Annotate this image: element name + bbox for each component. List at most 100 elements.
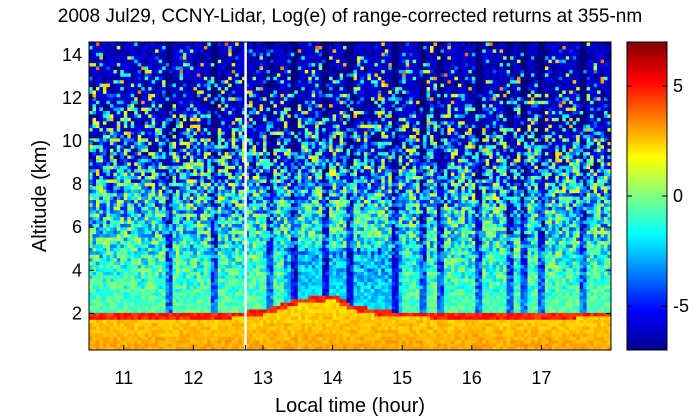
heatmap-cell — [221, 206, 225, 210]
heatmap-cell — [204, 340, 208, 344]
heatmap-cell — [173, 251, 177, 255]
heatmap-cell — [197, 227, 201, 231]
heatmap-cell — [124, 319, 128, 323]
heatmap-cell — [186, 42, 190, 46]
heatmap-cell — [221, 66, 225, 70]
heatmap-cell — [256, 193, 260, 197]
heatmap-cell — [180, 145, 184, 149]
heatmap-cell — [267, 275, 271, 279]
heatmap-cell — [249, 66, 253, 70]
heatmap-cell — [110, 312, 114, 316]
heatmap-cell — [155, 247, 159, 251]
heatmap-cell — [159, 148, 163, 152]
heatmap-cell — [249, 128, 253, 132]
heatmap-cell — [228, 189, 232, 193]
heatmap-cell — [159, 282, 163, 286]
heatmap-cell — [232, 66, 236, 70]
heatmap-cell — [138, 66, 142, 70]
heatmap-cell — [134, 114, 138, 118]
heatmap-cell — [169, 162, 173, 166]
heatmap-cell — [110, 206, 114, 210]
heatmap-cell — [273, 97, 277, 101]
heatmap-cell — [228, 299, 232, 303]
heatmap-cell — [138, 251, 142, 255]
heatmap-cell — [173, 340, 177, 344]
heatmap-cell — [260, 66, 264, 70]
heatmap-cell — [186, 158, 190, 162]
heatmap-cell — [221, 138, 225, 142]
heatmap-cell — [190, 189, 194, 193]
heatmap-cell — [273, 176, 277, 180]
heatmap-cell — [197, 114, 201, 118]
heatmap-cell — [263, 145, 267, 149]
heatmap-cell — [197, 182, 201, 186]
heatmap-cell — [239, 114, 243, 118]
heatmap-cell — [127, 234, 131, 238]
heatmap-cell — [197, 66, 201, 70]
heatmap-cell — [267, 227, 271, 231]
heatmap-cell — [138, 42, 142, 46]
heatmap-cell — [127, 193, 131, 197]
heatmap-cell — [228, 343, 232, 347]
heatmap-cell — [193, 237, 197, 241]
heatmap-cell — [193, 220, 197, 224]
heatmap-cell — [120, 227, 124, 231]
heatmap-cell — [277, 148, 281, 152]
heatmap-cell — [211, 220, 215, 224]
heatmap-cell — [214, 128, 218, 132]
heatmap-cell — [186, 330, 190, 334]
heatmap-cell — [120, 275, 124, 279]
heatmap-cell — [110, 52, 114, 56]
heatmap-cell — [162, 330, 166, 334]
heatmap-cell — [249, 114, 253, 118]
heatmap-cell — [127, 206, 131, 210]
heatmap-cell — [273, 128, 277, 132]
heatmap-cell — [277, 251, 281, 255]
heatmap-cell — [190, 282, 194, 286]
heatmap-cell — [99, 42, 103, 46]
heatmap-cell — [186, 148, 190, 152]
heatmap-cell — [263, 206, 267, 210]
heatmap-cell — [190, 312, 194, 316]
heatmap-cell — [99, 268, 103, 272]
heatmap-cell — [138, 128, 142, 132]
heatmap-cell — [176, 295, 180, 299]
heatmap-cell — [117, 148, 121, 152]
heatmap-cell — [214, 66, 218, 70]
heatmap-cell — [193, 83, 197, 87]
heatmap-cell — [134, 268, 138, 272]
heatmap-cell — [190, 295, 194, 299]
heatmap-cell — [277, 203, 281, 207]
heatmap-cell — [162, 251, 166, 255]
heatmap-cell — [99, 330, 103, 334]
heatmap-cell — [225, 295, 229, 299]
heatmap-cell — [176, 162, 180, 166]
heatmap-cell — [260, 206, 264, 210]
heatmap-cell — [197, 176, 201, 180]
heatmap-cell — [228, 138, 232, 142]
heatmap-cell — [186, 176, 190, 180]
heatmap-cell — [110, 189, 114, 193]
heatmap-cell — [99, 247, 103, 251]
heatmap-cell — [141, 275, 145, 279]
heatmap-cell — [197, 138, 201, 142]
heatmap-cell — [120, 340, 124, 344]
heatmap-cell — [173, 158, 177, 162]
heatmap-cell — [99, 237, 103, 241]
heatmap-cell — [141, 128, 145, 132]
heatmap-cell — [152, 213, 156, 217]
heatmap-cell — [127, 148, 131, 152]
heatmap-cell — [117, 282, 121, 286]
heatmap-cell — [232, 158, 236, 162]
heatmap-cell — [221, 237, 225, 241]
heatmap-cell — [152, 227, 156, 231]
heatmap-cell — [106, 312, 110, 316]
heatmap-cell — [155, 189, 159, 193]
heatmap-cell — [138, 158, 142, 162]
heatmap-cell — [225, 176, 229, 180]
heatmap-cell — [239, 203, 243, 207]
heatmap-cell — [211, 182, 215, 186]
heatmap-cell — [93, 299, 97, 303]
heatmap-cell — [99, 251, 103, 255]
heatmap-cell — [186, 295, 190, 299]
